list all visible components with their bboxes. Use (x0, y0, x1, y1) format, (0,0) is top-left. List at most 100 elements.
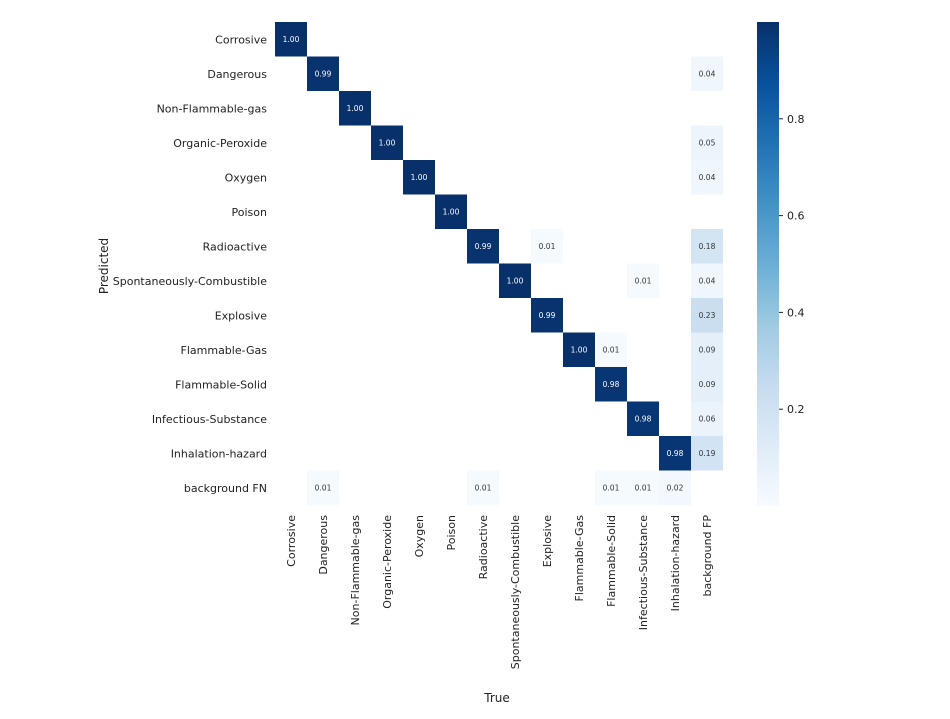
heatmap-cell (691, 436, 723, 471)
cell-value-label: 0.01 (539, 242, 556, 251)
cell-value-label: 1.00 (379, 138, 396, 147)
column-tick-label: Non-Flammable-gas (349, 515, 362, 626)
column-tick-label: Radioactive (477, 515, 490, 580)
cell-value-label: 0.01 (603, 345, 620, 354)
cell-value-label: 0.18 (699, 242, 716, 251)
heatmap-cell (691, 229, 723, 264)
cell-value-label: 1.00 (443, 207, 460, 216)
column-tick-label: Organic-Peroxide (381, 515, 394, 609)
cell-value-label: 1.00 (347, 104, 364, 113)
heatmap-grid: 1.00 0.99 0.04 1.00 1.00 0.05 1.00 0.04 1.00 0.99… (275, 22, 723, 505)
cell-value-label: 0.01 (603, 483, 620, 492)
cell-value-label: 0.98 (603, 380, 620, 389)
heatmap-cell (691, 263, 723, 298)
heatmap-cell (563, 332, 595, 367)
heatmap-cell (435, 194, 467, 229)
row-tick-label: Dangerous (207, 68, 267, 81)
colorbar-gradient (757, 22, 779, 506)
row-tick-label: Flammable-Solid (175, 378, 267, 391)
y-axis-title: Predicted (97, 238, 111, 294)
row-tick-label: Corrosive (215, 33, 267, 46)
cell-value-label: 0.06 (699, 414, 716, 423)
heatmap-cell (499, 263, 531, 298)
cell-value-label: 0.01 (475, 483, 492, 492)
column-tick-label: Spontaneously-Combustible (509, 515, 522, 669)
x-axis-title: True (483, 691, 510, 705)
heatmap-cell (403, 160, 435, 195)
heatmap-cell (531, 229, 563, 264)
cell-value-label: 1.00 (571, 345, 588, 354)
row-tick-label: Poison (232, 206, 267, 219)
row-labels: Corrosive Dangerous Non-Flammable-gas Organ… (113, 33, 267, 495)
heatmap-cell (531, 298, 563, 333)
cell-value-label: 0.04 (699, 276, 716, 285)
heatmap-cell (691, 298, 723, 333)
cell-value-label: 0.09 (699, 380, 716, 389)
cell-value-label: 0.05 (699, 138, 716, 147)
cell-value-label: 0.23 (699, 311, 716, 320)
colorbar-tick-label: 0.6 (787, 210, 805, 223)
row-tick-label: Oxygen (225, 171, 267, 184)
cell-value-label: 0.01 (635, 276, 652, 285)
heatmap-cell (467, 229, 499, 264)
row-tick-label: Infectious-Substance (152, 413, 267, 426)
cell-value-label: 0.99 (315, 69, 332, 78)
colorbar-tick-label: 0.8 (787, 113, 805, 126)
column-tick-label: Flammable-Solid (605, 515, 618, 607)
colorbar: 0.2 0.4 0.6 0.8 (757, 22, 805, 506)
column-tick-label: Corrosive (285, 515, 298, 567)
heatmap-cell (691, 367, 723, 402)
row-tick-label: background FN (184, 482, 267, 495)
row-tick-label: Inhalation-hazard (171, 447, 267, 460)
column-tick-label: Inhalation-hazard (669, 515, 682, 611)
heatmap-cell (275, 22, 307, 57)
heatmap-cell (659, 436, 691, 471)
heatmap-cell (691, 56, 723, 91)
cell-value-label: 0.04 (699, 69, 716, 78)
column-tick-label: Infectious-Substance (637, 515, 650, 630)
row-tick-label: Explosive (215, 309, 268, 322)
cell-value-label: 0.99 (539, 311, 556, 320)
cell-value-label: 0.19 (699, 449, 716, 458)
heatmap-cell (307, 470, 339, 505)
column-labels: Corrosive Dangerous Non-Flammable-gas Organ… (285, 515, 714, 670)
row-tick-label: Flammable-Gas (181, 344, 268, 357)
cell-value-label: 1.00 (411, 173, 428, 182)
cell-value-label: 0.02 (667, 483, 684, 492)
cell-value-label: 0.98 (667, 449, 684, 458)
column-tick-label: Dangerous (317, 515, 330, 575)
heatmap-cell (307, 56, 339, 91)
cell-value-label: 0.04 (699, 173, 716, 182)
heatmap-cell (595, 367, 627, 402)
heatmap-cell (627, 263, 659, 298)
column-tick-label: Poison (445, 515, 458, 550)
cell-value-label: 0.01 (315, 483, 332, 492)
column-tick-label: Oxygen (413, 515, 426, 557)
heatmap-cell (467, 470, 499, 505)
heatmap-cell (627, 470, 659, 505)
heatmap-cell (691, 401, 723, 436)
heatmap-cell (371, 125, 403, 160)
column-tick-label: Flammable-Gas (573, 515, 586, 602)
row-tick-label: Organic-Peroxide (173, 137, 267, 150)
column-tick-label: background FP (701, 515, 714, 597)
heatmap-cell (659, 470, 691, 505)
cell-value-label: 0.98 (635, 414, 652, 423)
colorbar-tick-label: 0.2 (787, 403, 805, 416)
row-tick-label: Non-Flammable-gas (157, 102, 268, 115)
cell-value-label: 0.01 (635, 483, 652, 492)
row-tick-label: Radioactive (203, 240, 268, 253)
heatmap-cell (691, 160, 723, 195)
colorbar-tick-label: 0.4 (787, 306, 805, 319)
heatmap-cell (691, 332, 723, 367)
heatmap-cell (595, 470, 627, 505)
cell-value-label: 0.99 (475, 242, 492, 251)
heatmap-cell (691, 125, 723, 160)
cell-value-label: 1.00 (507, 276, 524, 285)
row-tick-label: Spontaneously-Combustible (113, 275, 267, 288)
heatmap-cell (627, 401, 659, 436)
cell-value-label: 1.00 (283, 35, 300, 44)
column-tick-label: Explosive (541, 515, 554, 568)
